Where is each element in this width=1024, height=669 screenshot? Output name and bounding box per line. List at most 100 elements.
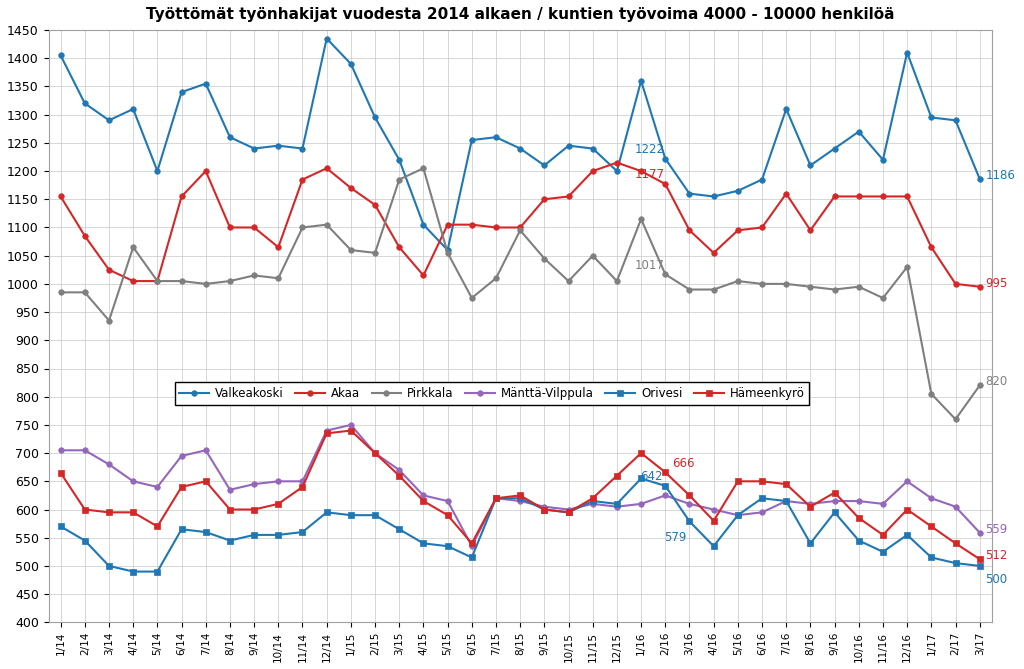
Akaa <box>683 226 695 234</box>
Valkeakoski <box>804 161 816 169</box>
Pirkkala <box>296 223 308 231</box>
Pirkkala <box>732 277 744 285</box>
Hämeenkyrö <box>466 539 478 547</box>
Pirkkala <box>418 165 430 173</box>
Akaa <box>756 223 768 231</box>
Akaa <box>224 223 237 231</box>
Mänttä-Vilppula <box>539 502 551 510</box>
Title: Työttömät työnhakijat vuodesta 2014 alkaen / kuntien työvoima 4000 - 10000 henki: Työttömät työnhakijat vuodesta 2014 alka… <box>146 7 894 22</box>
Orivesi <box>659 482 672 490</box>
Valkeakoski <box>562 142 574 150</box>
Mänttä-Vilppula <box>272 477 285 485</box>
Orivesi <box>345 511 357 519</box>
Valkeakoski <box>102 116 115 124</box>
Valkeakoski <box>587 145 599 153</box>
Pirkkala <box>853 283 865 291</box>
Akaa <box>175 193 187 201</box>
Pirkkala <box>610 277 623 285</box>
Hämeenkyrö <box>102 508 115 516</box>
Text: 820: 820 <box>985 375 1008 389</box>
Pirkkala <box>102 316 115 324</box>
Mänttä-Vilppula <box>321 427 333 435</box>
Pirkkala <box>901 263 913 271</box>
Pirkkala <box>393 175 406 183</box>
Mänttä-Vilppula <box>393 466 406 474</box>
Hämeenkyrö <box>296 483 308 491</box>
Pirkkala <box>587 252 599 260</box>
Text: 1017: 1017 <box>635 259 665 272</box>
Orivesi <box>853 537 865 545</box>
Mänttä-Vilppula <box>79 446 91 454</box>
Orivesi <box>152 567 164 575</box>
Pirkkala <box>248 272 260 280</box>
Valkeakoski <box>272 142 285 150</box>
Mänttä-Vilppula <box>489 494 502 502</box>
Orivesi <box>610 500 623 508</box>
Akaa <box>369 201 381 209</box>
Akaa <box>708 249 720 257</box>
Line: Orivesi: Orivesi <box>58 476 982 575</box>
Pirkkala <box>127 244 139 252</box>
Pirkkala <box>224 277 237 285</box>
Orivesi <box>441 542 454 550</box>
Valkeakoski <box>79 100 91 108</box>
Hämeenkyrö <box>780 480 793 488</box>
Akaa <box>248 223 260 231</box>
Akaa <box>393 244 406 252</box>
Hämeenkyrö <box>635 449 647 457</box>
Valkeakoski <box>248 145 260 153</box>
Text: 1177: 1177 <box>635 169 665 181</box>
Mänttä-Vilppula <box>804 500 816 508</box>
Orivesi <box>466 553 478 561</box>
Text: 666: 666 <box>672 457 694 470</box>
Akaa <box>659 180 672 188</box>
Valkeakoski <box>489 133 502 141</box>
Hämeenkyrö <box>659 468 672 476</box>
Hämeenkyrö <box>272 500 285 508</box>
Valkeakoski <box>321 35 333 43</box>
Pirkkala <box>321 221 333 229</box>
Orivesi <box>804 539 816 547</box>
Valkeakoski <box>393 156 406 164</box>
Hämeenkyrö <box>393 472 406 480</box>
Akaa <box>296 175 308 183</box>
Pirkkala <box>828 286 841 294</box>
Akaa <box>780 189 793 197</box>
Akaa <box>466 221 478 229</box>
Akaa <box>539 195 551 203</box>
Orivesi <box>756 494 768 502</box>
Hämeenkyrö <box>562 508 574 516</box>
Valkeakoski <box>610 167 623 175</box>
Hämeenkyrö <box>949 539 962 547</box>
Pirkkala <box>562 277 574 285</box>
Akaa <box>974 283 986 291</box>
Orivesi <box>175 525 187 533</box>
Text: 642: 642 <box>640 470 663 483</box>
Hämeenkyrö <box>514 492 526 500</box>
Orivesi <box>248 531 260 539</box>
Mänttä-Vilppula <box>708 506 720 514</box>
Mänttä-Vilppula <box>248 480 260 488</box>
Mänttä-Vilppula <box>901 477 913 485</box>
Valkeakoski <box>369 114 381 122</box>
Mänttä-Vilppula <box>54 446 67 454</box>
Mänttä-Vilppula <box>296 477 308 485</box>
Valkeakoski <box>441 246 454 254</box>
Orivesi <box>780 497 793 505</box>
Text: 512: 512 <box>985 549 1008 562</box>
Mänttä-Vilppula <box>466 542 478 550</box>
Valkeakoski <box>974 175 986 183</box>
Hämeenkyrö <box>54 469 67 477</box>
Valkeakoski <box>877 156 889 164</box>
Text: 500: 500 <box>985 573 1008 585</box>
Valkeakoski <box>152 167 164 175</box>
Orivesi <box>79 537 91 545</box>
Hämeenkyrö <box>853 514 865 522</box>
Hämeenkyrö <box>732 477 744 485</box>
Valkeakoski <box>224 133 237 141</box>
Akaa <box>321 165 333 173</box>
Orivesi <box>321 508 333 516</box>
Line: Pirkkala: Pirkkala <box>58 165 982 422</box>
Valkeakoski <box>127 105 139 113</box>
Valkeakoski <box>296 145 308 153</box>
